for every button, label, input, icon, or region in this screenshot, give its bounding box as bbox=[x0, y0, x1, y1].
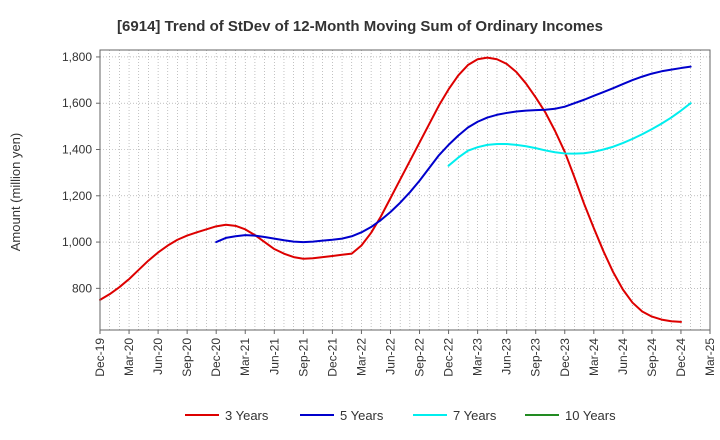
legend-label-10-years: 10 Years bbox=[565, 408, 616, 423]
x-tick-label: Sep-22 bbox=[413, 338, 427, 377]
y-axis-label: Amount (million yen) bbox=[8, 133, 23, 252]
series-line-5-years bbox=[215, 65, 692, 244]
grid bbox=[100, 50, 710, 330]
y-axis-ticks: 800 1,000 1,200 1,400 1,600 1,800 bbox=[62, 50, 100, 295]
x-tick-label: Jun-22 bbox=[383, 338, 397, 375]
legend-label-5-years: 5 Years bbox=[340, 408, 384, 423]
x-tick-label: Mar-25 bbox=[703, 338, 717, 376]
series-line-7-years bbox=[447, 102, 692, 167]
legend-label-3-years: 3 Years bbox=[225, 408, 269, 423]
y-tick-label: 1,000 bbox=[62, 235, 92, 249]
x-tick-label: Jun-23 bbox=[500, 338, 514, 375]
plot-area-frame bbox=[99, 49, 711, 331]
x-tick-label: Dec-22 bbox=[442, 338, 456, 377]
x-tick-label: Dec-24 bbox=[674, 338, 688, 377]
x-tick-label: Sep-21 bbox=[296, 338, 310, 377]
y-tick-label: 1,400 bbox=[62, 143, 92, 157]
y-tick-label: 800 bbox=[72, 281, 92, 295]
x-tick-label: Mar-24 bbox=[587, 338, 601, 376]
x-tick-label: Sep-23 bbox=[529, 338, 543, 377]
x-tick-label: Jun-20 bbox=[151, 338, 165, 375]
legend-label-7-years: 7 Years bbox=[453, 408, 497, 423]
x-tick-label: Jun-24 bbox=[616, 338, 630, 375]
x-axis-ticks: Dec-19 Mar-20 Jun-20 Sep-20 Dec-20 Mar-21 Jun-… bbox=[93, 330, 717, 377]
chart-title: [6914] Trend of StDev of 12-Month Moving… bbox=[117, 18, 603, 35]
x-tick-label: Dec-19 bbox=[93, 338, 107, 377]
y-tick-label: 1,800 bbox=[62, 50, 92, 64]
x-tick-label: Mar-23 bbox=[471, 338, 485, 376]
series-layer bbox=[99, 56, 692, 323]
x-tick-label: Dec-21 bbox=[325, 338, 339, 377]
x-tick-label: Mar-20 bbox=[122, 338, 136, 376]
y-tick-label: 1,600 bbox=[62, 96, 92, 110]
x-tick-label: Jun-21 bbox=[267, 338, 281, 375]
x-tick-label: Mar-21 bbox=[238, 338, 252, 376]
x-tick-label: Sep-24 bbox=[645, 338, 659, 377]
y-tick-label: 1,200 bbox=[62, 189, 92, 203]
x-tick-label: Sep-20 bbox=[180, 338, 194, 377]
legend: 3 Years 5 Years 7 Years 10 Years bbox=[185, 408, 616, 423]
x-tick-label: Dec-23 bbox=[558, 338, 572, 377]
x-tick-label: Dec-20 bbox=[209, 338, 223, 377]
series-line-3-years bbox=[99, 56, 682, 323]
x-tick-label: Mar-22 bbox=[354, 338, 368, 376]
